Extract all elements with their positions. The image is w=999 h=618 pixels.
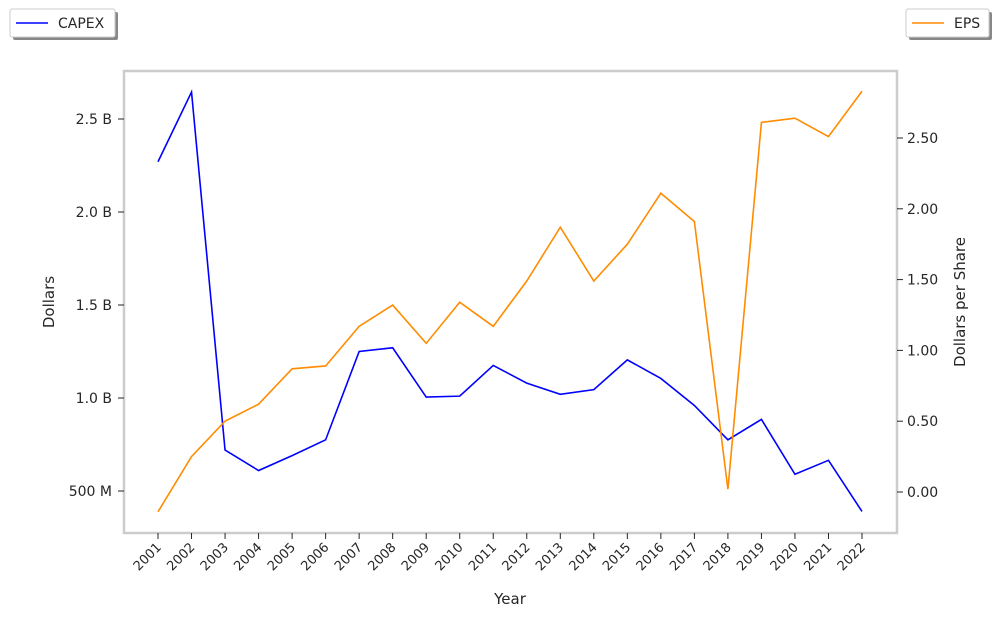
left-tick-label: 1.5 B bbox=[76, 298, 112, 314]
left-tick-label: 500 M bbox=[69, 484, 112, 500]
x-tick-label: 2002 bbox=[164, 540, 198, 574]
right-tick-label: 0.00 bbox=[907, 485, 938, 501]
right-tick-label: 0.50 bbox=[907, 414, 938, 430]
right-tick-label: 2.50 bbox=[907, 131, 938, 147]
x-tick-label: 2022 bbox=[835, 540, 869, 574]
legend-capex: CAPEX bbox=[9, 8, 118, 40]
x-tick-label: 2011 bbox=[466, 540, 500, 574]
x-tick-label: 2010 bbox=[433, 540, 467, 574]
legend-eps: EPS bbox=[905, 8, 992, 40]
x-tick-label: 2004 bbox=[231, 540, 265, 574]
left-tick-label: 2.5 B bbox=[76, 112, 112, 128]
x-tick-label: 2013 bbox=[533, 540, 567, 574]
x-tick-label: 2020 bbox=[768, 540, 802, 574]
x-tick-label: 2003 bbox=[198, 540, 232, 574]
right-tick-label: 2.00 bbox=[907, 202, 938, 218]
left-tick-label: 1.0 B bbox=[76, 391, 112, 407]
plot-frame bbox=[122, 69, 899, 535]
x-tick-label: 2021 bbox=[801, 540, 835, 574]
x-tick-label: 2017 bbox=[667, 540, 701, 574]
x-tick-label: 2012 bbox=[500, 540, 534, 574]
x-tick-label: 2005 bbox=[265, 540, 299, 574]
x-tick-label: 2001 bbox=[131, 540, 165, 574]
x-axis-label: Year bbox=[493, 590, 527, 608]
x-tick-label: 2006 bbox=[298, 540, 332, 574]
left-axis-label: Dollars bbox=[40, 276, 58, 328]
x-tick-label: 2018 bbox=[701, 540, 735, 574]
right-axis-label: Dollars per Share bbox=[951, 237, 969, 367]
legend-label: CAPEX bbox=[58, 16, 105, 32]
right-tick-label: 1.50 bbox=[907, 273, 938, 289]
x-tick-label: 2009 bbox=[399, 540, 433, 574]
x-tick-label: 2007 bbox=[332, 540, 366, 574]
x-tick-label: 2015 bbox=[600, 540, 634, 574]
left-tick-label: 2.0 B bbox=[76, 205, 112, 221]
x-tick-label: 2014 bbox=[567, 540, 601, 574]
right-tick-label: 1.00 bbox=[907, 343, 938, 359]
series-line-capex bbox=[157, 89, 863, 512]
x-tick-label: 2019 bbox=[734, 540, 768, 574]
x-tick-label: 2008 bbox=[365, 540, 399, 574]
series-line-eps bbox=[157, 90, 863, 513]
x-tick-label: 2016 bbox=[634, 540, 668, 574]
legend-label: EPS bbox=[954, 16, 980, 32]
